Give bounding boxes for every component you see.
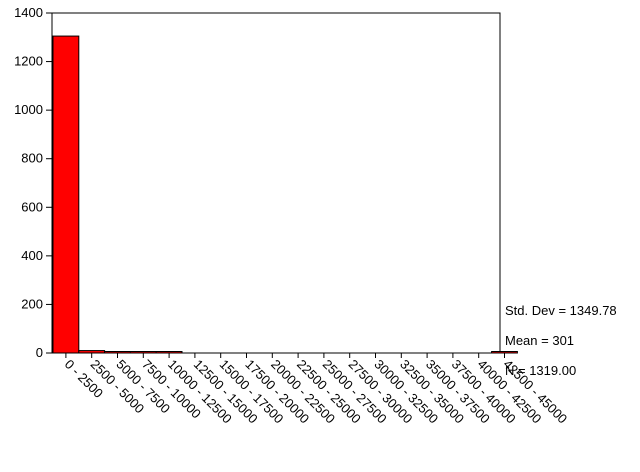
plot-frame	[51, 12, 501, 354]
bar-1	[78, 350, 106, 354]
stat-line-0: Std. Dev = 1349.78	[505, 303, 617, 318]
bar-4	[155, 351, 183, 354]
bar-17	[491, 351, 518, 354]
stat-line-1: Mean = 301	[505, 333, 574, 348]
bars	[52, 35, 518, 354]
y-tick-label-0: 0	[36, 345, 43, 360]
y-tick-label-2: 400	[21, 248, 43, 263]
y-tick-label-7: 1400	[14, 5, 43, 20]
y-tick-label-1: 200	[21, 296, 43, 311]
bar-3	[129, 351, 157, 354]
y-tick-label-5: 1000	[14, 102, 43, 117]
bar-0	[52, 35, 80, 354]
y-axis: 0 200 400 600 800 1000 1200 1400	[14, 5, 52, 360]
stat-line-2: N = 1319.00	[505, 363, 576, 378]
y-tick-label-4: 800	[21, 151, 43, 166]
y-tick-label-6: 1200	[14, 54, 43, 69]
y-tick-label-3: 600	[21, 199, 43, 214]
bar-2	[104, 351, 131, 354]
stats-block: Std. Dev = 1349.78 Mean = 301 N = 1319.00	[505, 303, 617, 378]
